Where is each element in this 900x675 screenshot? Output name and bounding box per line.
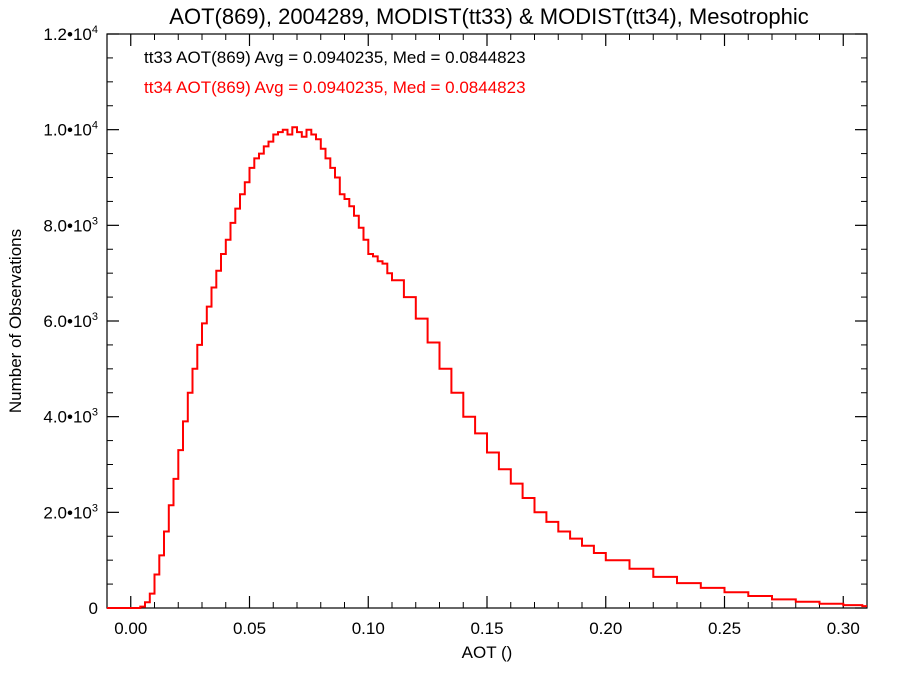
- x-axis: 0.00 0.05 0.10 0.15 0.20 0.25 0.30: [106, 34, 868, 638]
- y-tick-label: 6.0•103: [43, 311, 98, 331]
- x-tick-label: 0.10: [352, 619, 385, 638]
- y-axis: 0 2.0•103 4.0•103 6.0•103 8.0•103 1.0•104 1.2•…: [43, 24, 867, 618]
- x-tick-label: 0.20: [589, 619, 622, 638]
- x-tick-label: 0.30: [827, 619, 860, 638]
- x-tick-label: 0.25: [708, 619, 741, 638]
- y-tick-label: 2.0•103: [43, 502, 98, 522]
- series-line-1: [107, 126, 867, 609]
- x-tick-label: 0.15: [470, 619, 503, 638]
- y-tick-label: 0: [89, 599, 98, 618]
- y-tick-label: 8.0•103: [43, 215, 98, 235]
- legend-annotations: tt33 AOT(869) Avg = 0.0940235, Med = 0.0…: [144, 48, 526, 97]
- y-tick-label: 1.2•104: [43, 24, 98, 44]
- annotation-line-2: tt34 AOT(869) Avg = 0.0940235, Med = 0.0…: [144, 78, 526, 97]
- y-tick-label: 1.0•104: [43, 120, 98, 140]
- chart-title: AOT(869), 2004289, MODIST(tt33) & MODIST…: [169, 4, 808, 29]
- x-tick-label: 0.05: [233, 619, 266, 638]
- x-tick-label: 0.00: [114, 619, 147, 638]
- y-tick-label: 4.0•103: [43, 407, 98, 427]
- annotation-line-1: tt33 AOT(869) Avg = 0.0940235, Med = 0.0…: [144, 48, 526, 67]
- plot-frame: [106, 33, 868, 609]
- series-group: [107, 126, 867, 609]
- y-axis-title: Number of Observations: [6, 229, 25, 413]
- x-axis-title: AOT (): [462, 643, 513, 662]
